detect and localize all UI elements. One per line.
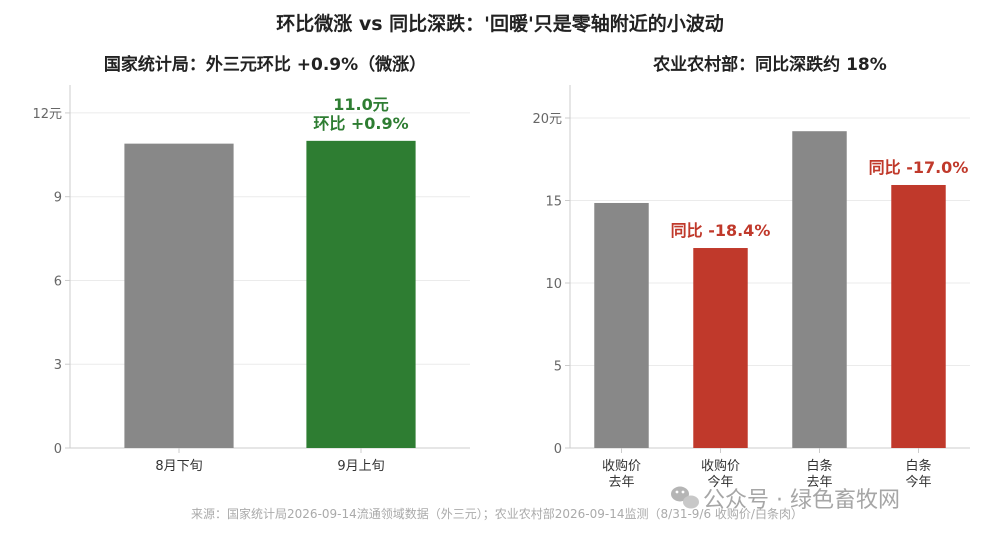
x-tick-label: 今年 bbox=[905, 474, 931, 490]
bar bbox=[693, 248, 748, 448]
chart-panel-2: 农业农村部：同比深跌约 18%05101520元收购价去年收购价今年白条去年白条… bbox=[532, 54, 970, 490]
source-note: 来源：国家统计局2026-09-14流通领域数据（外三元）；农业农村部2026-… bbox=[191, 506, 803, 521]
x-tick-label: 白条 bbox=[905, 458, 931, 474]
x-tick-label: 去年 bbox=[608, 475, 634, 490]
y-tick-label: 15 bbox=[545, 195, 562, 210]
y-tick-label: 0 bbox=[554, 442, 562, 457]
y-tick-label: 3 bbox=[54, 358, 62, 373]
bar bbox=[594, 202, 649, 448]
bar bbox=[306, 140, 416, 448]
y-tick-label: 6 bbox=[54, 274, 62, 289]
y-tick-label: 20元 bbox=[532, 112, 562, 127]
bar bbox=[891, 184, 946, 449]
watermark-text: 公众号 · 绿色畜牧网 bbox=[703, 488, 900, 513]
data-label: 环比 +0.9% bbox=[313, 114, 408, 133]
data-label: 同比 -17.0% bbox=[869, 158, 969, 177]
bar bbox=[124, 143, 234, 448]
x-tick-label: 9月上旬 bbox=[337, 459, 384, 474]
wechat-icon bbox=[671, 486, 699, 509]
y-tick-label: 10 bbox=[545, 277, 562, 292]
figure-title: 环比微涨 vs 同比深跌：'回暖'只是零轴附近的小波动 bbox=[276, 12, 724, 35]
x-tick-label: 白条 bbox=[806, 458, 832, 474]
data-label: 11.0元 bbox=[333, 95, 388, 114]
y-tick-label: 9 bbox=[54, 191, 62, 206]
x-tick-label: 今年 bbox=[707, 474, 733, 490]
bar bbox=[792, 131, 847, 448]
x-tick-label: 8月下旬 bbox=[155, 459, 202, 474]
x-tick-label: 去年 bbox=[806, 475, 832, 490]
x-tick-label: 收购价 bbox=[701, 458, 740, 474]
panel-title: 国家统计局：外三元环比 +0.9%（微涨） bbox=[104, 54, 426, 75]
chart-panel-1: 国家统计局：外三元环比 +0.9%（微涨） 0 3 6 9 12元 8月下旬 9月上旬 11.0… bbox=[32, 54, 470, 474]
data-label: 同比 -18.4% bbox=[671, 221, 771, 240]
y-tick-label: 12元 bbox=[32, 107, 62, 122]
watermark: 公众号 · 绿色畜牧网 bbox=[671, 486, 900, 513]
x-tick-label: 收购价 bbox=[602, 458, 641, 474]
y-tick-label: 5 bbox=[554, 360, 562, 375]
y-tick-label: 0 bbox=[54, 442, 62, 457]
panel-title: 农业农村部：同比深跌约 18% bbox=[652, 54, 887, 75]
